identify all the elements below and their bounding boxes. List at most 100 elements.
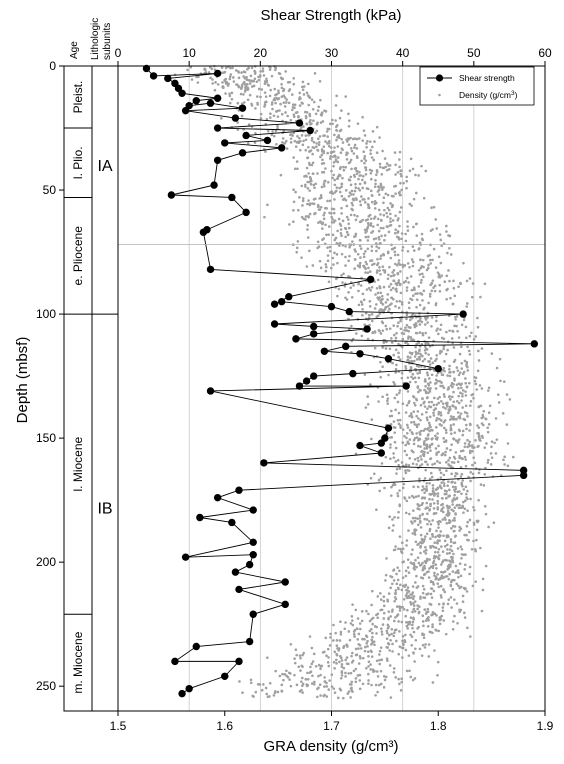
density-point [419,455,422,458]
density-point [396,492,399,495]
density-point [373,643,376,647]
density-point [395,582,399,586]
legend-density-end: ) [515,90,518,100]
density-point [404,232,407,236]
density-point [398,418,402,422]
density-point [381,346,384,349]
density-point [349,158,353,162]
density-point [404,239,408,243]
density-point [461,449,465,452]
density-point [390,632,393,636]
density-point [411,432,414,435]
density-point [426,418,429,422]
density-point [320,185,324,189]
density-point [418,433,422,436]
density-point [427,643,431,646]
density-point [419,258,422,261]
density-point [407,301,411,304]
density-point [386,251,390,255]
density-point [407,401,411,405]
density-point [398,150,402,154]
density-point [495,366,499,370]
density-point [474,580,477,583]
density-point [472,539,475,543]
density-point [413,677,417,680]
density-point [434,434,437,438]
density-point [347,291,350,294]
density-point [330,118,334,122]
bottom-tick-label: 1.7 [323,719,340,733]
density-point [301,665,304,668]
density-point [468,422,472,426]
density-point [382,201,385,205]
density-point [389,274,393,278]
density-point [295,141,299,144]
density-point [228,92,231,96]
density-point [476,424,479,427]
density-point [417,561,421,565]
density-point [476,369,480,373]
density-point [406,608,409,612]
shear-strength-point [302,377,311,385]
density-point [453,377,456,381]
density-point [380,186,383,189]
density-point [428,602,432,606]
density-point [444,496,448,500]
density-point [451,620,455,623]
density-point [419,544,422,548]
density-point [404,411,408,414]
density-point [448,548,452,551]
density-point [390,627,394,631]
density-point [371,230,375,233]
density-point [435,319,438,323]
density-point [298,196,301,199]
density-point [449,540,453,544]
density-point [344,264,347,267]
density-point [449,464,453,468]
density-point [382,226,385,230]
density-point [311,264,315,267]
density-point [397,279,401,282]
density-point [358,654,362,658]
density-point [375,271,379,274]
density-point [406,440,409,444]
density-point [394,371,397,374]
density-point [415,463,418,466]
density-point [221,85,225,88]
density-point [374,182,377,186]
density-point [410,520,413,523]
density-point [423,572,427,576]
density-point [406,229,410,232]
density-point [371,319,374,323]
density-point [410,635,414,639]
density-point [317,105,321,109]
density-point [349,696,352,699]
density-point [349,622,353,625]
density-point [460,547,464,551]
density-point [468,530,471,534]
density-point [446,348,449,352]
density-point [390,302,393,305]
density-point [420,412,424,416]
density-point [417,611,421,615]
density-point [412,225,415,229]
density-point [463,455,467,459]
density-point [385,657,389,660]
density-point [461,484,464,488]
density-point [418,517,421,520]
density-point [345,298,349,301]
density-point [416,456,420,460]
density-point [311,172,315,175]
density-point [407,529,410,532]
density-point [403,640,407,644]
density-point [421,333,425,337]
density-point [409,365,413,369]
density-point [294,648,298,651]
density-point [439,238,443,242]
density-point [440,614,444,618]
density-point [342,696,345,700]
density-point [453,490,457,493]
density-point [389,443,392,446]
density-point [468,429,471,432]
top-tick-label: 0 [115,46,122,60]
